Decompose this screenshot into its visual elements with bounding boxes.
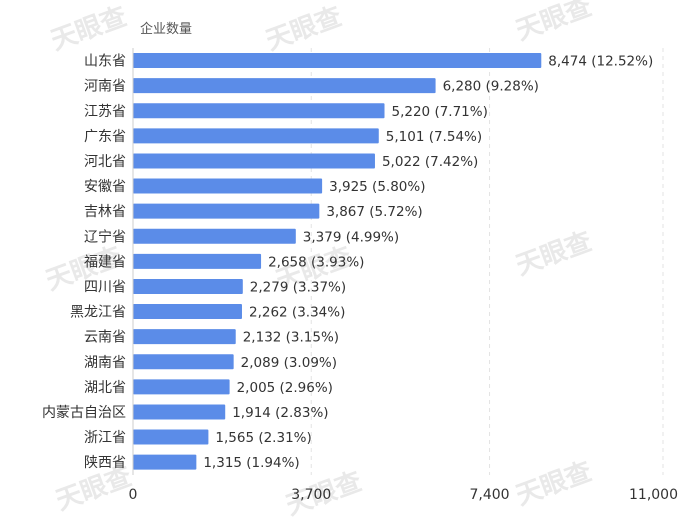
bar bbox=[133, 329, 236, 345]
bar bbox=[133, 304, 242, 320]
bar bbox=[133, 429, 209, 445]
bars-group bbox=[133, 53, 542, 470]
x-tick-label: 7,400 bbox=[469, 487, 509, 503]
category-label: 江苏省 bbox=[84, 104, 126, 120]
category-label: 山东省 bbox=[84, 54, 126, 70]
bar bbox=[133, 278, 243, 294]
data-label: 3,867 (5.72%) bbox=[326, 204, 422, 220]
watermark-text: 天眼查 bbox=[512, 0, 596, 47]
bar bbox=[133, 53, 542, 69]
bar bbox=[133, 103, 385, 119]
data-label: 3,379 (4.99%) bbox=[303, 229, 399, 245]
data-label: 2,262 (3.34%) bbox=[249, 305, 345, 321]
data-label: 2,658 (3.93%) bbox=[268, 254, 364, 270]
category-label: 四川省 bbox=[84, 279, 126, 295]
data-label: 5,220 (7.71%) bbox=[392, 104, 488, 120]
data-label: 5,022 (7.42%) bbox=[382, 154, 478, 170]
y-axis-title: 企业数量 bbox=[140, 21, 192, 37]
bar bbox=[133, 253, 262, 269]
data-label: 3,925 (5.80%) bbox=[329, 179, 425, 195]
bar bbox=[133, 454, 197, 470]
watermark-text: 天眼查 bbox=[512, 457, 596, 512]
category-label: 福建省 bbox=[84, 254, 126, 270]
category-label: 浙江省 bbox=[84, 430, 126, 446]
x-tick-label: 3,700 bbox=[291, 487, 331, 503]
watermark-text: 天眼查 bbox=[47, 2, 131, 57]
x-tick-labels: 0 3,700 7,400 11,000 bbox=[129, 487, 678, 503]
category-label: 湖南省 bbox=[84, 355, 126, 371]
data-label: 2,132 (3.15%) bbox=[243, 330, 339, 346]
data-label: 2,279 (3.37%) bbox=[250, 279, 346, 295]
bar bbox=[133, 128, 379, 144]
data-label: 1,315 (1.94%) bbox=[203, 455, 299, 471]
category-label: 内蒙古自治区 bbox=[42, 405, 126, 421]
data-label: 2,005 (2.96%) bbox=[237, 380, 333, 396]
bar bbox=[133, 354, 234, 370]
bar bbox=[133, 203, 320, 219]
data-label: 2,089 (3.09%) bbox=[241, 355, 337, 371]
watermark-text: 天眼查 bbox=[512, 227, 596, 282]
bar bbox=[133, 78, 436, 94]
category-label: 河南省 bbox=[84, 79, 126, 95]
data-label: 5,101 (7.54%) bbox=[386, 129, 482, 145]
x-tick-label: 11,000 bbox=[629, 487, 678, 503]
data-label: 6,280 (9.28%) bbox=[443, 79, 539, 95]
watermark-text: 天眼查 bbox=[262, 2, 346, 57]
grid-lines bbox=[310, 48, 664, 475]
bar bbox=[133, 153, 375, 169]
category-labels: 山东省河南省江苏省广东省河北省安徽省吉林省辽宁省福建省四川省黑龙江省云南省湖南省… bbox=[42, 54, 126, 472]
category-label: 陕西省 bbox=[84, 455, 126, 471]
category-label: 广东省 bbox=[84, 129, 126, 145]
category-label: 吉林省 bbox=[84, 204, 126, 220]
data-labels: 8,474 (12.52%) 6,280 (9.28%) 5,220 (7.71%)… bbox=[203, 54, 653, 472]
bar bbox=[133, 404, 226, 420]
bar bbox=[133, 379, 230, 395]
x-tick-label: 0 bbox=[129, 487, 138, 503]
data-label: 8,474 (12.52%) bbox=[548, 54, 653, 70]
category-label: 辽宁省 bbox=[84, 228, 126, 245]
category-label: 安徽省 bbox=[84, 179, 126, 195]
bar bbox=[133, 178, 323, 194]
data-label: 1,914 (2.83%) bbox=[232, 405, 328, 421]
category-label: 黑龙江省 bbox=[70, 305, 126, 321]
category-label: 云南省 bbox=[84, 330, 126, 346]
bar bbox=[133, 228, 296, 244]
data-label: 1,565 (2.31%) bbox=[215, 430, 311, 446]
category-label: 河北省 bbox=[84, 154, 126, 170]
category-label: 湖北省 bbox=[84, 380, 126, 396]
